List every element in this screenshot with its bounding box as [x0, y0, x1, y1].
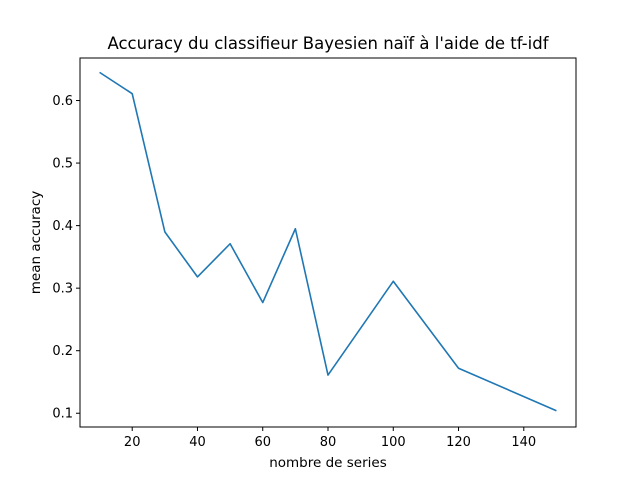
y-tick-label: 0.1 — [52, 407, 73, 422]
x-tick-label: 60 — [254, 435, 271, 450]
y-tick-label: 0.2 — [52, 344, 73, 359]
x-axis-label: nombre de series — [269, 455, 387, 471]
series-line — [99, 71, 557, 412]
y-axis-ticks: 0.1 0.2 0.3 0.4 0.5 0.6 — [52, 94, 80, 422]
x-tick-label: 100 — [381, 435, 406, 450]
x-tick-label: 20 — [124, 435, 141, 450]
y-tick-label: 0.6 — [52, 94, 73, 109]
y-axis-label: mean accuracy — [28, 191, 44, 295]
y-tick-label: 0.3 — [52, 282, 73, 297]
x-axis-ticks: 20 40 60 80 100 120 140 — [124, 427, 536, 450]
x-tick-label: 80 — [320, 435, 337, 450]
x-tick-label: 120 — [446, 435, 471, 450]
x-tick-label: 140 — [511, 435, 536, 450]
chart-title: Accuracy du classifieur Bayesien naïf à … — [107, 34, 549, 53]
y-tick-label: 0.5 — [52, 157, 73, 172]
y-tick-label: 0.4 — [52, 219, 73, 234]
x-tick-label: 40 — [189, 435, 206, 450]
